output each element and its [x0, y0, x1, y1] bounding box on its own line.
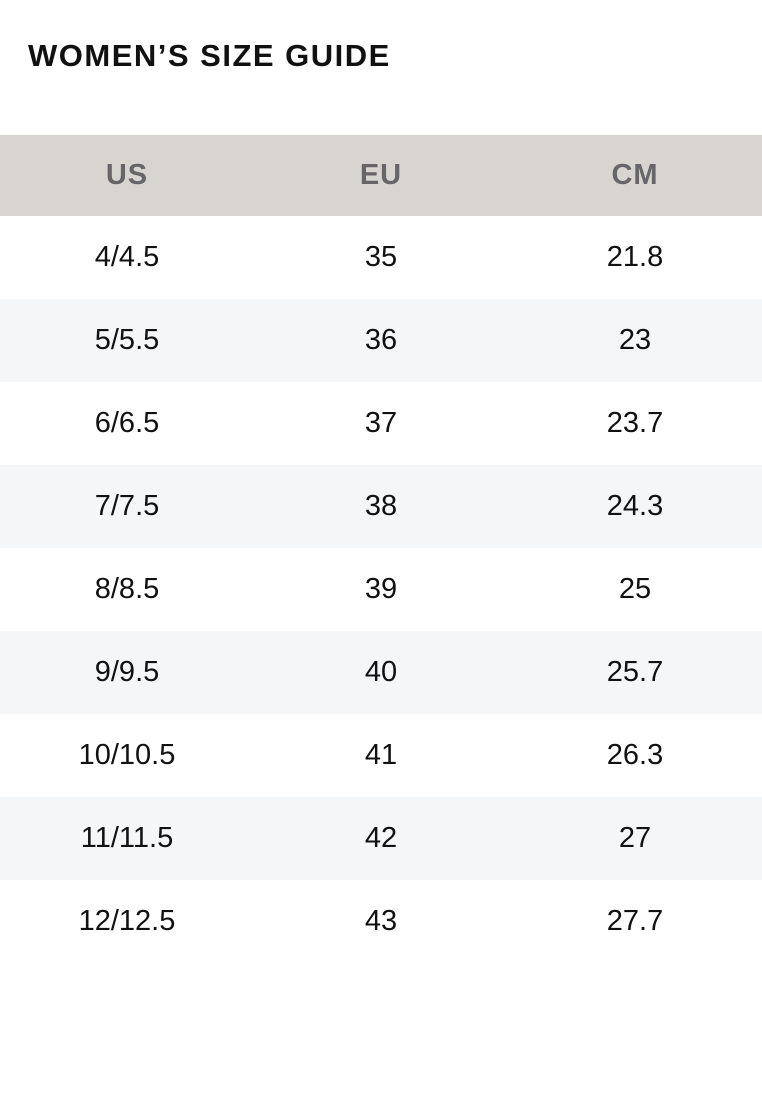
cell-us: 10/10.5: [78, 739, 176, 771]
table-row: 11/11.5 42 27: [0, 797, 762, 880]
cell-cm: 25.7: [606, 656, 664, 688]
header-eu: EU: [359, 159, 403, 191]
page-title: WOMEN’S SIZE GUIDE: [28, 38, 391, 73]
cell-us: 9/9.5: [94, 656, 160, 688]
cell-cm: 23.7: [606, 407, 664, 439]
header-us: US: [105, 159, 149, 191]
cell-cm: 27.7: [606, 905, 664, 937]
cell-cm: 25: [618, 573, 652, 605]
cell-us: 11/11.5: [80, 822, 174, 854]
cell-cm: 27: [618, 822, 652, 854]
cell-eu: 42: [364, 822, 398, 854]
cell-eu: 36: [364, 324, 398, 356]
cell-eu: 43: [364, 905, 398, 937]
cell-us: 8/8.5: [94, 573, 160, 605]
cell-us: 4/4.5: [94, 241, 160, 273]
table-row: 12/12.5 43 27.7: [0, 880, 762, 963]
cell-us: 5/5.5: [94, 324, 160, 356]
table-header-row: US EU CM: [0, 135, 762, 216]
table-row: 5/5.5 36 23: [0, 299, 762, 382]
table-row: 7/7.5 38 24.3: [0, 465, 762, 548]
cell-eu: 39: [364, 573, 398, 605]
cell-eu: 38: [364, 490, 398, 522]
size-guide-table: US EU CM 4/4.5 35 21.8 5/5.5 36 23 6/6.5 37 23.7…: [0, 135, 762, 963]
cell-eu: 35: [364, 241, 398, 273]
cell-eu: 40: [364, 656, 398, 688]
table-row: 10/10.5 41 26.3: [0, 714, 762, 797]
table-row: 8/8.5 39 25: [0, 548, 762, 631]
cell-eu: 41: [364, 739, 398, 771]
cell-cm: 24.3: [606, 490, 664, 522]
cell-eu: 37: [364, 407, 398, 439]
cell-cm: 23: [618, 324, 652, 356]
table-row: 6/6.5 37 23.7: [0, 382, 762, 465]
header-cm: CM: [611, 159, 659, 191]
cell-us: 12/12.5: [78, 905, 176, 937]
table-row: 4/4.5 35 21.8: [0, 216, 762, 299]
cell-us: 7/7.5: [94, 490, 160, 522]
cell-cm: 26.3: [606, 739, 664, 771]
table-row: 9/9.5 40 25.7: [0, 631, 762, 714]
cell-us: 6/6.5: [94, 407, 160, 439]
cell-cm: 21.8: [606, 241, 664, 273]
